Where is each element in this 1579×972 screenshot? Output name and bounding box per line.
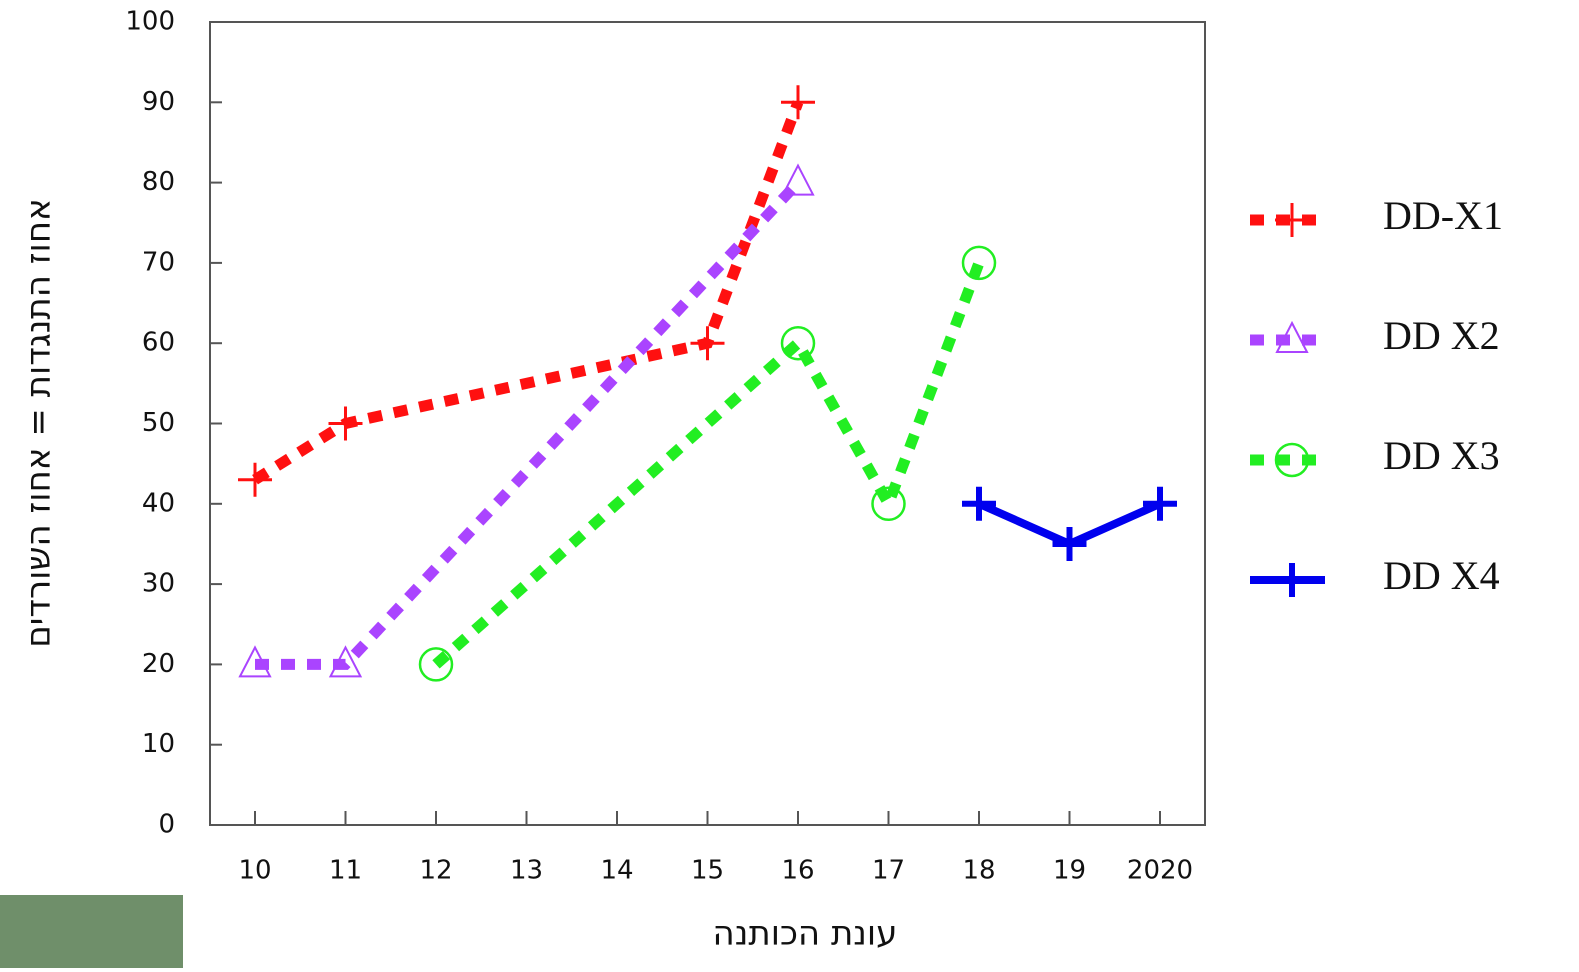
y-tick-label: 80 — [142, 167, 175, 197]
y-tick-label: 50 — [142, 408, 175, 438]
y-tick-label: 40 — [142, 488, 175, 518]
x-tick-label: 2020 — [1127, 856, 1193, 886]
y-tick-label: 100 — [125, 7, 175, 37]
x-tick-label: 18 — [962, 856, 995, 886]
marker-circle — [418, 647, 454, 682]
marker-circle — [961, 245, 997, 281]
legend-label: DD X4 — [1383, 553, 1500, 598]
y-tick-label: 10 — [142, 729, 175, 759]
y-tick-label: 0 — [158, 810, 175, 840]
marker-circle — [780, 325, 816, 361]
y-tick-label: 60 — [142, 328, 175, 358]
x-tick-label: 13 — [510, 856, 543, 886]
legend-marker — [1275, 203, 1309, 237]
marker-triangle — [328, 645, 363, 678]
x-tick-label: 15 — [691, 856, 724, 886]
series-line — [255, 178, 803, 670]
y-tick-label: 70 — [142, 247, 175, 277]
marker-plus — [1143, 486, 1177, 521]
legend-marker — [1274, 442, 1310, 478]
legend-marker — [1275, 320, 1309, 353]
marker-plus — [690, 326, 725, 361]
series-line — [432, 260, 985, 669]
x-axis-label: עונת הכותנה — [713, 914, 898, 954]
x-tick-label: 10 — [238, 856, 271, 886]
x-tick-label: 19 — [1053, 856, 1086, 886]
y-tick-label: 30 — [142, 569, 175, 599]
photo-fragment — [0, 895, 183, 968]
y-tick-label: 20 — [142, 649, 175, 679]
legend-label: DD X2 — [1383, 313, 1500, 358]
y-axis-label: אחוז התנגדות = אחוז השורדים — [19, 198, 59, 648]
legend-label: DD X3 — [1383, 433, 1500, 478]
marker-plus — [238, 462, 272, 497]
x-tick-label: 11 — [329, 856, 362, 886]
marker-plus — [962, 486, 996, 521]
x-tick-label: 12 — [419, 856, 452, 886]
marker-triangle — [781, 163, 815, 196]
x-tick-label: 16 — [781, 856, 814, 886]
marker-plus — [781, 85, 815, 120]
x-tick-label: 17 — [872, 856, 905, 886]
x-tick-label: 14 — [600, 856, 633, 886]
series-line — [252, 100, 804, 485]
legend-label: DD-X1 — [1383, 193, 1503, 238]
marker-triangle — [238, 645, 272, 678]
marker-plus — [328, 406, 363, 441]
y-tick-label: 90 — [142, 87, 175, 117]
legend-marker — [1275, 563, 1309, 597]
marker-plus — [1052, 526, 1087, 561]
marker-circle — [871, 486, 906, 522]
